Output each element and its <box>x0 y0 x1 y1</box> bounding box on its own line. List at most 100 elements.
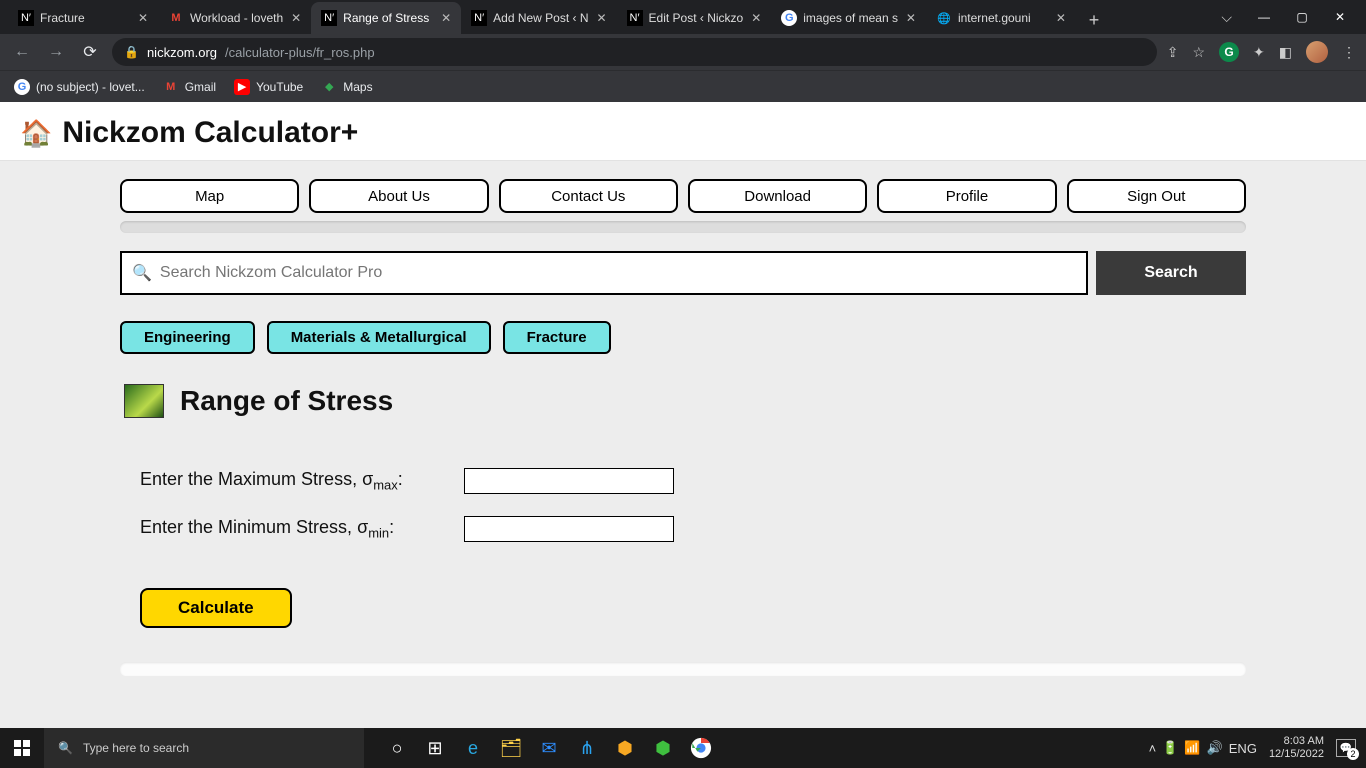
label-min-stress: Enter the Minimum Stress, σmin: <box>140 517 440 541</box>
volume-icon[interactable]: 🔊 <box>1207 740 1223 756</box>
grammarly-icon[interactable]: G <box>1219 42 1239 62</box>
search-button[interactable]: Search <box>1096 251 1246 295</box>
nav-contact-us[interactable]: Contact Us <box>499 179 678 213</box>
url-bar-row: ← → ⟳ 🔒 nickzom.org/calculator-plus/fr_r… <box>0 34 1366 70</box>
language-indicator[interactable]: ENG <box>1229 741 1257 756</box>
horizontal-scroll-indicator-bottom[interactable] <box>120 662 1246 676</box>
tray-chevron-icon[interactable]: ˄ <box>1149 741 1157 756</box>
input-max-stress[interactable] <box>464 468 674 494</box>
breadcrumb-materials[interactable]: Materials & Metallurgical <box>267 321 491 354</box>
search-box[interactable]: 🔍 <box>120 251 1088 295</box>
forward-button[interactable]: → <box>44 43 68 61</box>
close-icon[interactable]: ✕ <box>289 11 303 25</box>
google-icon: G <box>14 79 30 95</box>
url-domain: nickzom.org <box>147 45 217 60</box>
search-row: 🔍 Search <box>120 251 1246 295</box>
maximize-button[interactable]: ▢ <box>1288 10 1316 24</box>
tab-label: Workload - loveth <box>190 11 283 25</box>
notifications-icon[interactable]: 💬 <box>1336 739 1356 757</box>
input-min-stress[interactable] <box>464 516 674 542</box>
system-tray: ˄ 🔋 📶 🔊 ENG 8:03 AM 12/15/2022 💬 <box>1149 735 1366 761</box>
close-icon[interactable]: ✕ <box>595 11 609 25</box>
tabs-overflow-icon[interactable]: ⌵ <box>1221 9 1232 26</box>
address-bar[interactable]: 🔒 nickzom.org/calculator-plus/fr_ros.php <box>112 38 1157 66</box>
windows-logo-icon <box>14 740 30 756</box>
site-header: 🏠 Nickzom Calculator+ <box>0 102 1366 161</box>
reload-button[interactable]: ⟳ <box>78 42 102 62</box>
site-brand[interactable]: 🏠 Nickzom Calculator+ <box>20 116 1346 150</box>
tab-label: Fracture <box>40 11 130 25</box>
tab-range-of-stress[interactable]: N′ Range of Stress ✕ <box>311 2 461 34</box>
nav-download[interactable]: Download <box>688 179 867 213</box>
close-icon[interactable]: ✕ <box>439 11 453 25</box>
app-cube-orange-icon[interactable]: ⬢ <box>610 733 640 763</box>
page-viewport: 🏠 Nickzom Calculator+ Map About Us Conta… <box>0 102 1366 728</box>
close-icon[interactable]: ✕ <box>749 11 763 25</box>
extensions-icon[interactable]: ✦ <box>1253 44 1265 61</box>
tab-label: Range of Stress <box>343 11 433 25</box>
task-view-icon[interactable]: ⊞ <box>420 733 450 763</box>
favicon-icon: N′ <box>627 10 643 26</box>
toolbar-right: ⇪ ☆ G ✦ ◧ ⋮ <box>1167 41 1356 63</box>
nav-profile[interactable]: Profile <box>877 179 1056 213</box>
taskbar-clock[interactable]: 8:03 AM 12/15/2022 <box>1269 735 1324 761</box>
home-icon: 🏠 <box>20 118 52 149</box>
cortana-icon[interactable]: ○ <box>382 733 412 763</box>
bookmark-label: Maps <box>343 80 372 94</box>
chrome-menu-icon[interactable]: ⋮ <box>1342 44 1356 61</box>
search-icon: 🔍 <box>132 263 152 283</box>
app-cube-green-icon[interactable]: ⬢ <box>648 733 678 763</box>
clock-date: 12/15/2022 <box>1269 748 1324 761</box>
close-window-button[interactable]: ✕ <box>1326 10 1354 24</box>
horizontal-scroll-indicator[interactable] <box>120 221 1246 233</box>
globe-icon: 🌐 <box>936 10 952 26</box>
page-scroll[interactable]: 🏠 Nickzom Calculator+ Map About Us Conta… <box>0 102 1366 728</box>
search-input[interactable] <box>160 264 1076 282</box>
close-icon[interactable]: ✕ <box>1054 11 1068 25</box>
title-thumbnail <box>124 384 164 418</box>
tab-add-new-post[interactable]: N′ Add New Post ‹ N ✕ <box>461 2 616 34</box>
youtube-icon: ▶ <box>234 79 250 95</box>
google-icon: G <box>781 10 797 26</box>
minimize-button[interactable]: — <box>1250 10 1278 24</box>
tab-label: Add New Post ‹ N <box>493 11 588 25</box>
tab-internet-gouni[interactable]: 🌐 internet.gouni ✕ <box>926 2 1076 34</box>
calculate-button[interactable]: Calculate <box>140 588 292 628</box>
tab-workload[interactable]: M Workload - loveth ✕ <box>158 2 311 34</box>
nav-sign-out[interactable]: Sign Out <box>1067 179 1246 213</box>
mail-icon[interactable]: ✉ <box>534 733 564 763</box>
bookmark-youtube[interactable]: ▶ YouTube <box>234 79 303 95</box>
close-icon[interactable]: ✕ <box>136 11 150 25</box>
calculator-form: Enter the Maximum Stress, σmax: Enter th… <box>120 468 1246 628</box>
edge-icon[interactable]: e <box>458 733 488 763</box>
bookmark-label: Gmail <box>185 80 216 94</box>
side-panel-icon[interactable]: ◧ <box>1279 44 1292 61</box>
new-tab-button[interactable]: + <box>1080 6 1108 34</box>
bookmark-gmail[interactable]: M Gmail <box>163 79 216 95</box>
taskbar-search[interactable]: 🔍 Type here to search <box>44 728 364 768</box>
breadcrumb-fracture[interactable]: Fracture <box>503 321 611 354</box>
back-button[interactable]: ← <box>10 43 34 61</box>
bookmark-nosubject[interactable]: G (no subject) - lovet... <box>14 79 145 95</box>
share-icon[interactable]: ⇪ <box>1167 44 1179 61</box>
bookmark-maps[interactable]: ◆ Maps <box>321 79 372 95</box>
vscode-icon[interactable]: ⋔ <box>572 733 602 763</box>
file-explorer-icon[interactable]: 🗂 <box>496 733 526 763</box>
breadcrumb-engineering[interactable]: Engineering <box>120 321 255 354</box>
tab-images-of-mean[interactable]: G images of mean s ✕ <box>771 2 926 34</box>
battery-icon[interactable]: 🔋 <box>1162 740 1178 756</box>
nav-about-us[interactable]: About Us <box>309 179 488 213</box>
tab-fracture[interactable]: N′ Fracture ✕ <box>8 2 158 34</box>
window-controls: — ▢ ✕ <box>1238 10 1366 24</box>
nav-map[interactable]: Map <box>120 179 299 213</box>
page-title: Range of Stress <box>180 385 393 417</box>
start-button[interactable] <box>0 728 44 768</box>
page-title-row: Range of Stress <box>120 384 1246 418</box>
close-icon[interactable]: ✕ <box>904 11 918 25</box>
chrome-icon[interactable] <box>686 733 716 763</box>
profile-avatar[interactable] <box>1306 41 1328 63</box>
wifi-icon[interactable]: 📶 <box>1184 740 1200 756</box>
star-icon[interactable]: ☆ <box>1192 44 1205 61</box>
taskbar-apps: ○ ⊞ e 🗂 ✉ ⋔ ⬢ ⬢ <box>364 733 716 763</box>
tab-edit-post[interactable]: N′ Edit Post ‹ Nickzo ✕ <box>617 2 772 34</box>
